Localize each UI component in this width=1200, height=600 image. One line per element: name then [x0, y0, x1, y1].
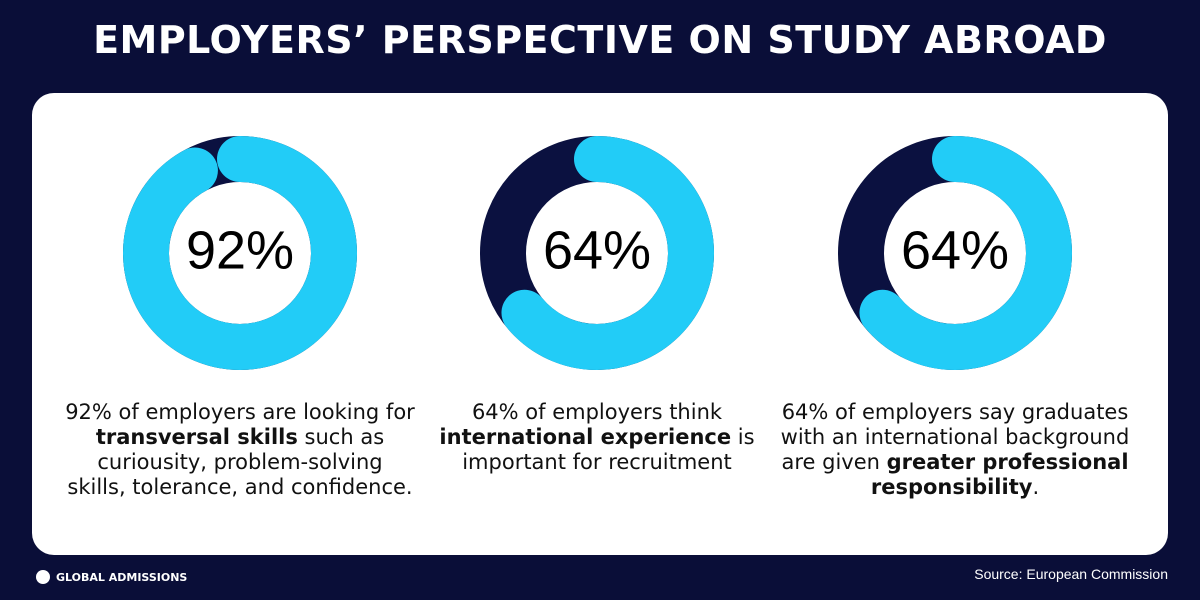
- description-text: .: [1032, 475, 1040, 499]
- center-label: 64%: [543, 220, 651, 280]
- description-text: 64% of employers think: [471, 400, 723, 424]
- donut-arc: [838, 136, 1072, 370]
- donut-arc: [123, 136, 357, 370]
- description: 64% of employers say graduates with an i…: [780, 400, 1130, 500]
- description-text: is important for recruitment: [462, 425, 755, 474]
- description: 92% of employers are looking for transve…: [65, 400, 415, 500]
- center-label: 64%: [901, 220, 1009, 280]
- donut-arc: [480, 136, 714, 370]
- description-bold: international experience: [439, 425, 732, 449]
- brand-logo: [36, 570, 50, 584]
- brand-name: GLOBAL ADMISSIONS: [56, 570, 188, 584]
- description-text: such as curiousity, problem-solving skil…: [67, 425, 413, 499]
- description-text: 92% of employers are looking for: [65, 400, 415, 424]
- description: 64% of employers think international exp…: [422, 400, 772, 475]
- description-text: 64% of employers say graduates with an i…: [780, 400, 1130, 474]
- title: EMPLOYERS’ PERSPECTIVE ON STUDY ABROAD: [93, 18, 1107, 62]
- source: Source: European Commission: [974, 566, 1168, 582]
- brand: GLOBAL ADMISSIONS: [36, 570, 187, 584]
- center-label: 92%: [186, 220, 294, 280]
- description-bold: transversal skills: [95, 425, 298, 449]
- description-bold: greater professional responsibility: [870, 450, 1129, 499]
